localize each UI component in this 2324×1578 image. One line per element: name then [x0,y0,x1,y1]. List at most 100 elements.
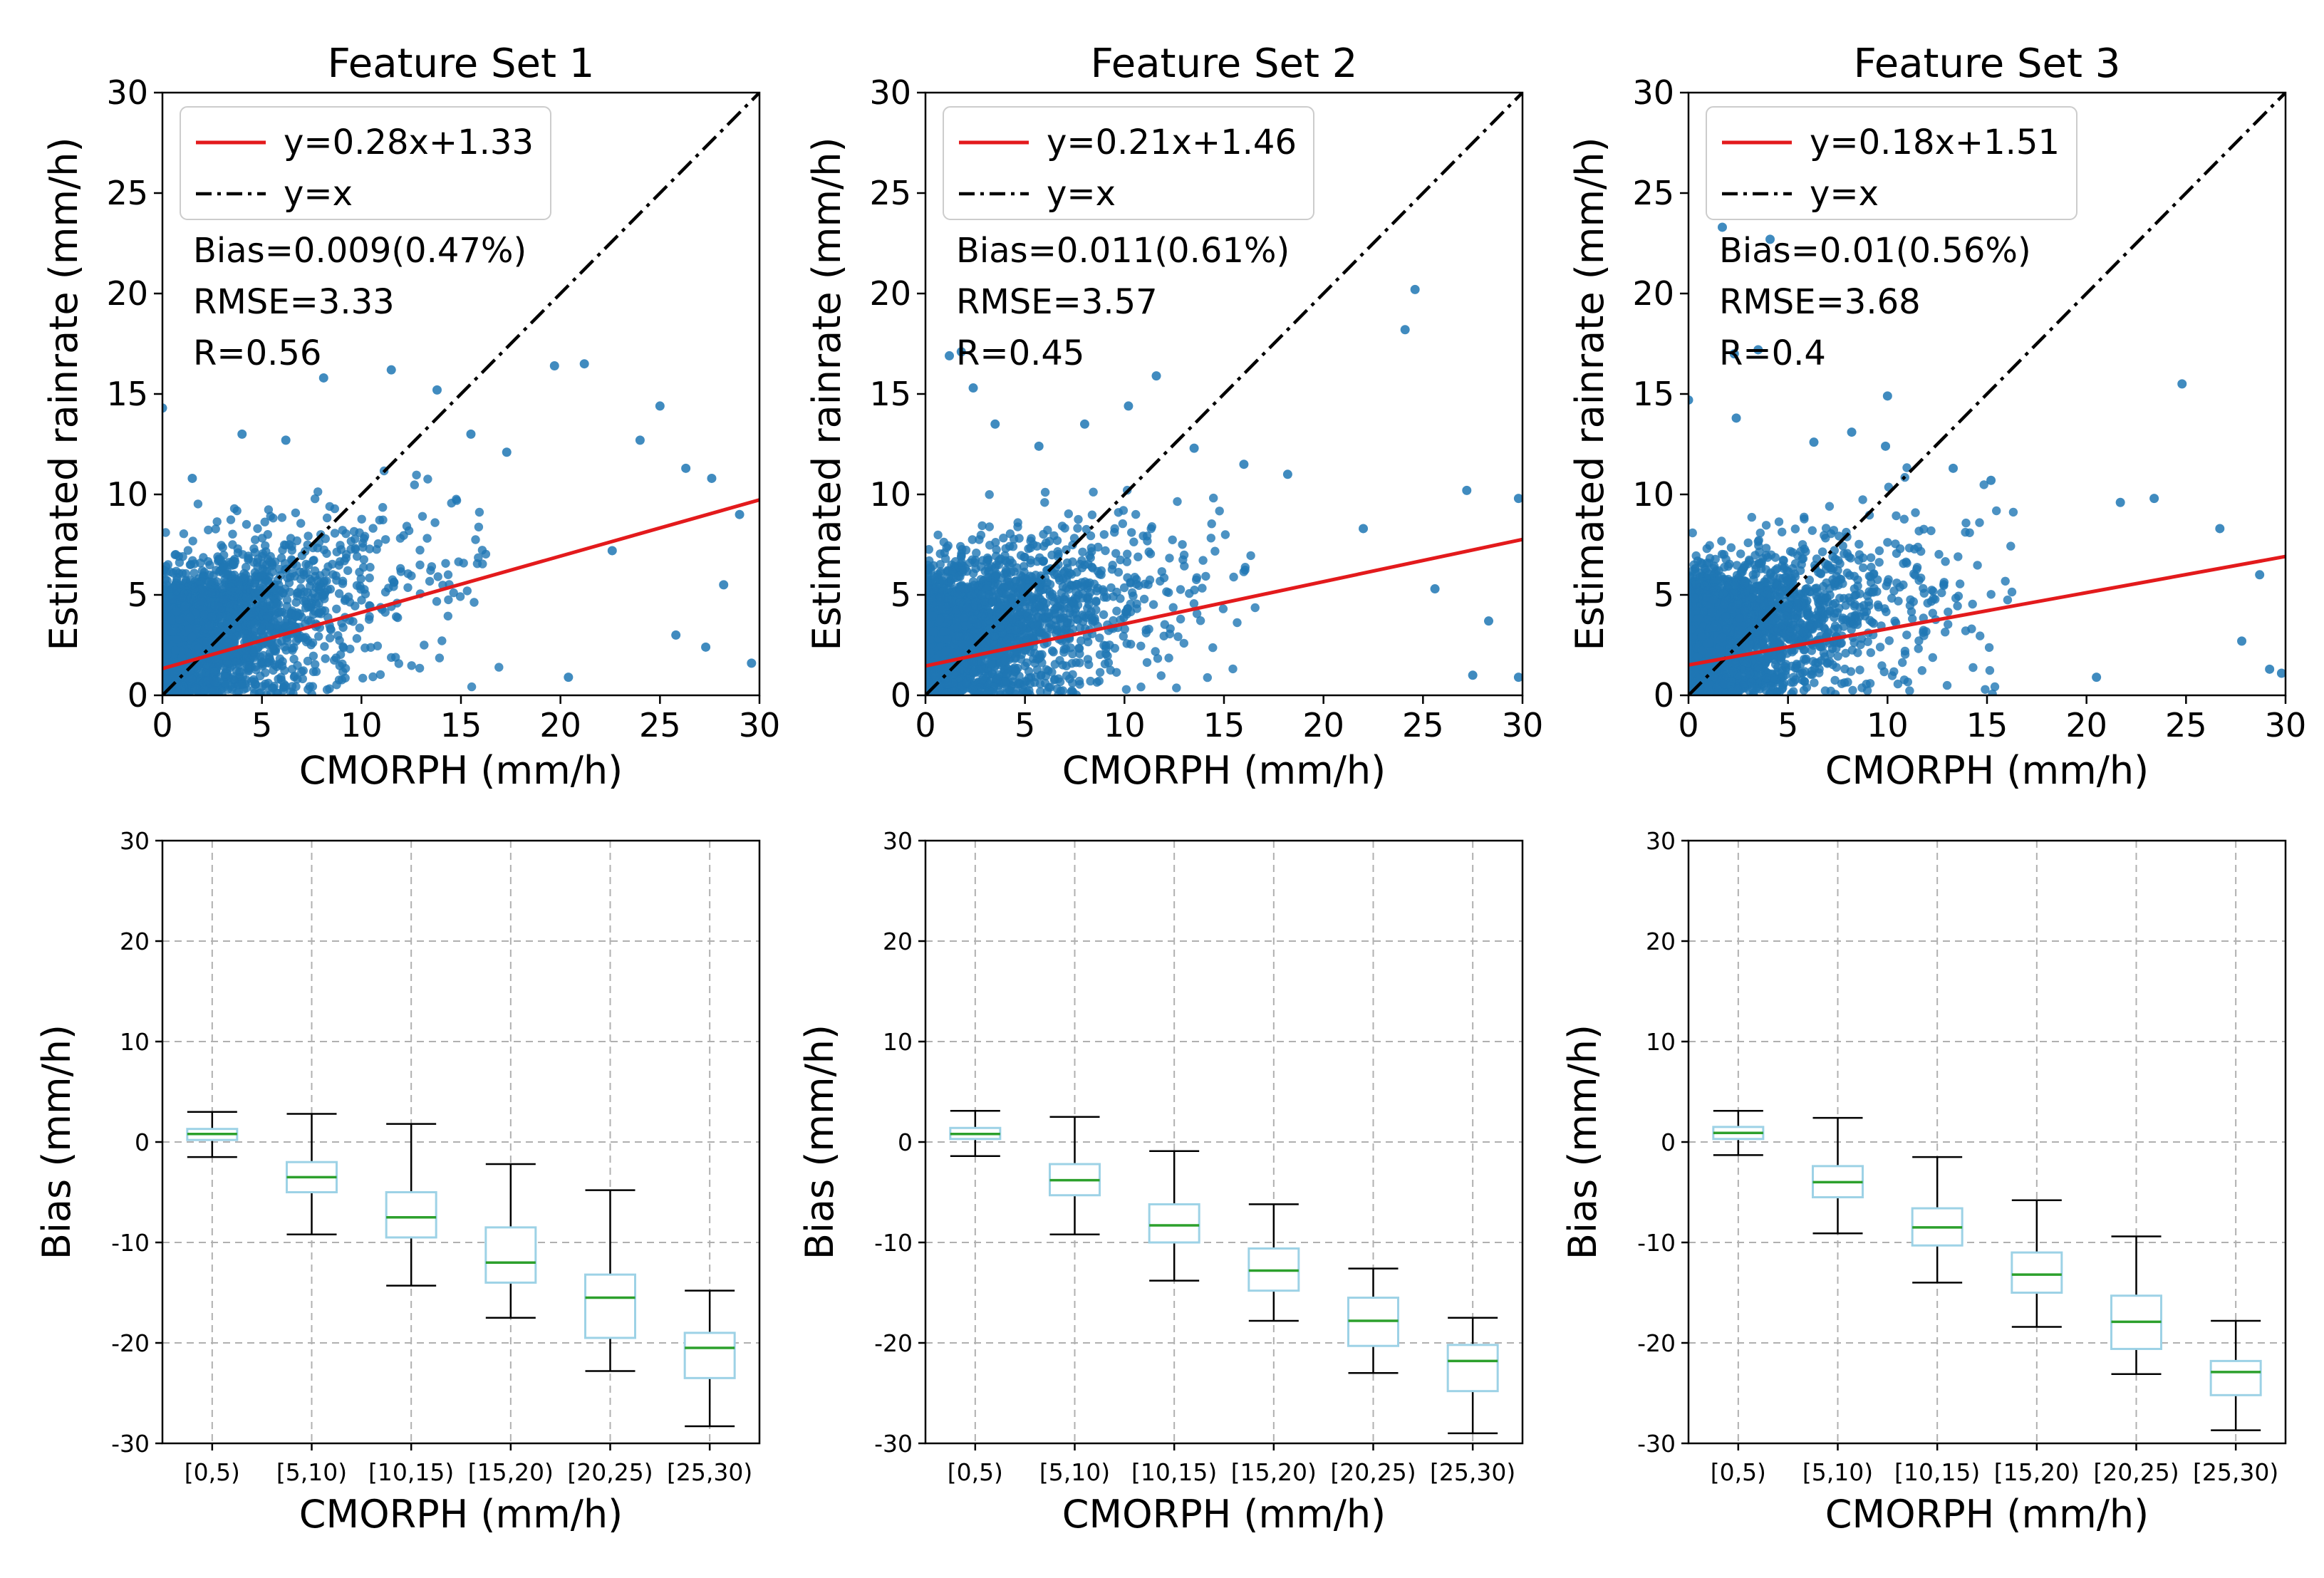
data-point [260,517,269,526]
data-point [1136,682,1146,692]
y-axis-label: Estimated rainrate (mm/h) [41,137,86,650]
data-point [412,470,421,479]
rmse-stat: RMSE=3.33 [193,282,395,322]
data-point [1119,631,1129,641]
data-point [207,612,217,621]
data-point [365,612,374,621]
data-point [185,613,194,623]
data-point [1020,661,1029,671]
data-point [452,496,462,505]
data-point [247,677,256,686]
data-point [1144,547,1153,556]
data-point [994,560,1004,569]
data-point [266,512,275,521]
outlier-point [735,509,745,519]
data-point [212,517,222,526]
data-point [1036,653,1045,662]
y-tick-label: 10 [106,475,148,514]
data-point [187,633,197,642]
data-point [311,660,320,669]
data-point [380,587,390,597]
data-point [321,654,330,663]
data-point [322,685,332,695]
data-point [203,675,213,685]
data-point [356,574,365,583]
data-point [1002,669,1012,678]
data-point [349,526,359,536]
data-point [1192,573,1202,582]
data-point [1073,616,1083,625]
data-point [432,597,442,606]
data-point [219,562,228,571]
outlier-point [671,630,681,640]
outlier-point [318,373,328,383]
data-point [1107,565,1117,574]
data-point [251,572,260,581]
data-point [283,636,292,646]
y-tick-label: 20 [106,274,148,313]
data-point [315,608,324,617]
data-point [1147,522,1157,531]
data-point [396,567,405,576]
data-point [1164,653,1173,663]
data-point [1246,551,1255,561]
data-point [375,515,384,525]
data-point [226,515,236,524]
data-point [1040,498,1049,507]
outlier-point [549,361,559,371]
data-point [415,546,425,555]
data-point [237,680,247,690]
data-point [1088,618,1097,627]
bias-stat: Bias=0.009(0.47%) [193,231,526,271]
data-point [375,670,385,680]
data-point [276,553,286,563]
outlier-point [564,673,574,682]
data-point [177,667,186,676]
data-point [333,630,343,640]
data-point [1165,554,1174,563]
data-point [1179,638,1189,648]
data-point [167,616,177,625]
data-point [229,504,239,514]
identity-line [162,93,759,695]
point-cloud [162,466,504,695]
data-point [203,557,213,566]
data-point [287,682,297,691]
data-point [1073,524,1082,533]
outlier-point [747,658,757,668]
data-point [372,545,381,554]
data-point [950,686,959,695]
data-point [417,512,427,521]
data-point [1148,600,1158,609]
data-point [1156,671,1166,680]
data-point [1134,581,1143,591]
data-point [1120,624,1129,634]
data-point [340,556,349,566]
data-point [180,601,190,611]
data-point [1095,668,1105,677]
data-point [169,627,178,636]
data-point [393,613,403,623]
data-point [1111,549,1121,558]
data-point [332,547,341,556]
data-point [1086,543,1096,553]
outlier-point [502,447,512,457]
data-point [378,503,388,512]
data-point [222,657,232,667]
data-point [234,687,243,695]
data-point [441,559,450,568]
data-point [443,611,452,621]
data-point [221,672,231,681]
data-point [1209,493,1218,503]
data-point [301,633,311,642]
data-point [1110,524,1119,534]
data-point [1081,524,1091,534]
data-point [1206,534,1216,543]
data-point [289,673,299,682]
data-point [935,560,945,569]
data-point [987,658,997,668]
data-point [199,685,209,695]
data-point [1016,571,1025,580]
x-axis-label: CMORPH (mm/h) [299,748,623,793]
data-point [368,524,378,533]
